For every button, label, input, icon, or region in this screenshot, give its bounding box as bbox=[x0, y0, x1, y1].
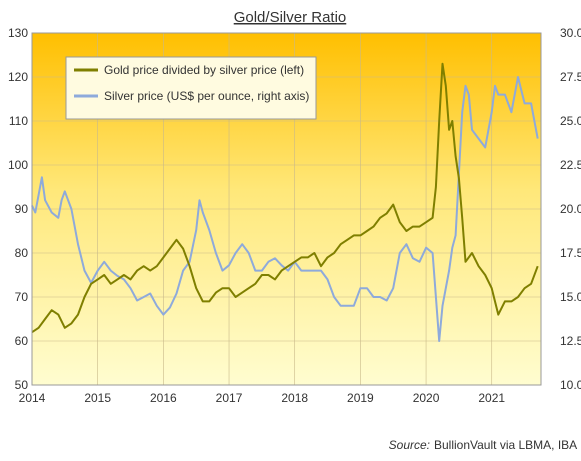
right-axis-ticks: 10.00 12.50 15.00 17.50 20.00 22.50 25.00 27.50… bbox=[560, 26, 581, 392]
left-axis-ticks: 50 60 70 80 90 100 110 120 130 bbox=[8, 26, 28, 392]
right-tick-label: 27.50 bbox=[560, 70, 581, 84]
legend-box bbox=[65, 56, 317, 120]
x-tick-label: 2015 bbox=[84, 391, 111, 405]
x-tick-label: 2019 bbox=[347, 391, 374, 405]
x-tick-label: 2021 bbox=[478, 391, 505, 405]
left-tick-label: 110 bbox=[9, 114, 28, 128]
x-tick-label: 2017 bbox=[216, 391, 243, 405]
left-tick-label: 120 bbox=[8, 70, 28, 84]
source-label: Source: bbox=[389, 438, 430, 452]
right-tick-label: 12.50 bbox=[560, 334, 581, 348]
plot-border bbox=[31, 32, 542, 386]
legend-label: Gold price divided by silver price (left… bbox=[104, 63, 304, 77]
x-tick-label: 2014 bbox=[19, 391, 46, 405]
left-tick-label: 100 bbox=[8, 158, 28, 172]
left-tick-label: 60 bbox=[15, 334, 29, 348]
left-tick-label: 50 bbox=[15, 378, 29, 392]
x-tick-label: 2020 bbox=[413, 391, 440, 405]
right-tick-label: 20.00 bbox=[560, 202, 581, 216]
right-tick-label: 25.00 bbox=[560, 114, 581, 128]
left-tick-label: 80 bbox=[15, 246, 29, 260]
chart-title: Gold/Silver Ratio bbox=[234, 9, 347, 26]
x-tick-label: 2016 bbox=[150, 391, 177, 405]
series-layer bbox=[31, 62, 539, 342]
right-tick-label: 22.50 bbox=[560, 158, 581, 172]
left-tick-label: 70 bbox=[15, 290, 29, 304]
right-tick-label: 15.00 bbox=[560, 290, 581, 304]
right-tick-label: 17.50 bbox=[560, 246, 581, 260]
legend: Gold price divided by silver price (left… bbox=[65, 56, 317, 120]
right-tick-label: 30.00 bbox=[560, 26, 581, 40]
left-tick-label: 130 bbox=[8, 26, 28, 40]
left-tick-label: 90 bbox=[15, 202, 29, 216]
legend-label: Silver price (US$ per ounce, right axis) bbox=[104, 89, 309, 103]
x-tick-label: 2018 bbox=[281, 391, 308, 405]
gold-silver-ratio-line bbox=[31, 62, 539, 334]
x-axis-ticks: 2014 2015 2016 2017 2018 2019 2020 2021 bbox=[19, 391, 506, 405]
right-tick-label: 10.00 bbox=[560, 378, 581, 392]
source-text: BullionVault via LBMA, IBA bbox=[434, 438, 577, 452]
